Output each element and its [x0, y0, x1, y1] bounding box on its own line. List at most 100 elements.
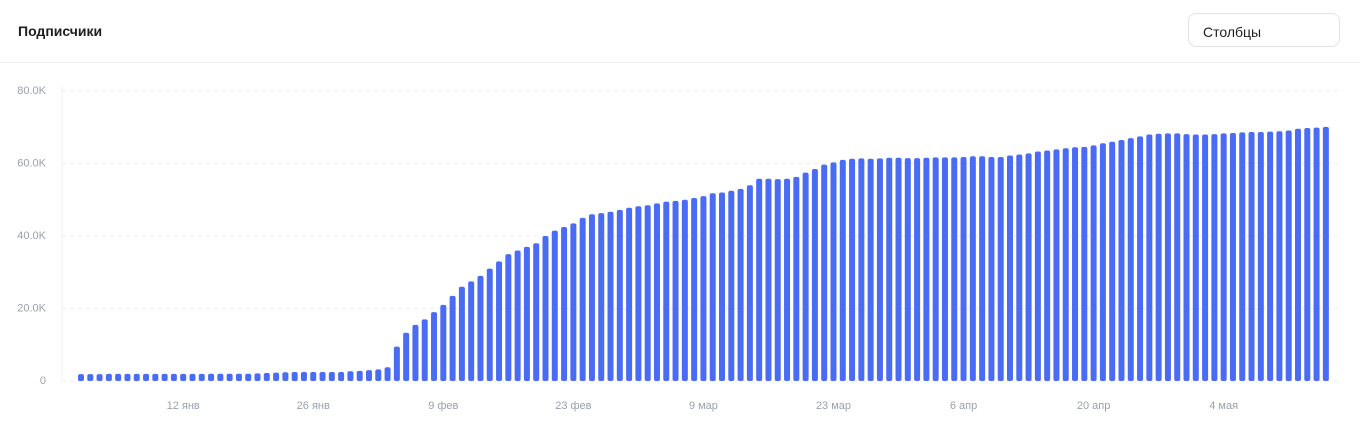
x-tick-label: 23 фев — [555, 400, 591, 412]
bar — [143, 373, 150, 381]
bar — [839, 159, 846, 381]
bar — [904, 158, 911, 381]
bar — [1034, 151, 1041, 381]
bar — [802, 172, 809, 381]
bar — [895, 157, 902, 381]
bar — [1118, 139, 1125, 381]
bar — [431, 312, 438, 381]
bar — [226, 373, 233, 381]
bar — [653, 203, 660, 381]
y-tick-label: 40.0K — [17, 230, 46, 242]
bar — [746, 185, 753, 381]
bar — [161, 373, 168, 381]
bar — [1072, 147, 1079, 381]
bar — [756, 178, 763, 381]
bar — [1127, 138, 1134, 381]
bar — [1146, 134, 1153, 381]
bar — [1137, 136, 1144, 381]
bar — [96, 374, 103, 381]
bar — [1294, 128, 1301, 381]
bar — [384, 367, 391, 381]
bar — [1202, 134, 1209, 381]
bar — [523, 246, 530, 381]
bar — [403, 332, 410, 381]
bar — [496, 261, 503, 381]
bar — [774, 179, 781, 381]
bar — [951, 157, 958, 381]
bar — [1276, 131, 1283, 381]
bar — [1053, 149, 1060, 381]
bar — [811, 168, 818, 381]
bar — [635, 206, 642, 381]
bar — [737, 188, 744, 381]
bar — [923, 157, 930, 381]
bar — [960, 156, 967, 381]
bar — [1211, 134, 1218, 381]
x-tick-label: 4 мая — [1209, 400, 1238, 412]
bar — [440, 304, 447, 381]
bar — [458, 286, 465, 381]
bar — [282, 372, 289, 381]
bar — [105, 373, 112, 381]
bar — [830, 162, 837, 381]
bar — [356, 370, 363, 381]
bar — [1099, 143, 1106, 381]
bar — [691, 197, 698, 381]
bar — [997, 156, 1004, 381]
bar — [1007, 155, 1013, 381]
bar — [700, 196, 707, 381]
bar — [87, 374, 94, 381]
bar — [784, 178, 791, 381]
bar — [263, 373, 270, 381]
y-tick-label: 0 — [40, 375, 46, 387]
bar — [328, 371, 335, 381]
bar — [551, 230, 558, 381]
bar — [533, 243, 540, 381]
bar — [728, 190, 735, 381]
bar — [719, 192, 726, 381]
bar — [1257, 131, 1264, 381]
bar — [115, 373, 122, 381]
bar — [310, 371, 317, 381]
bar — [300, 371, 307, 381]
bar — [514, 250, 521, 381]
bar — [672, 200, 679, 381]
bar — [1174, 133, 1181, 381]
bar — [208, 373, 215, 381]
bar — [979, 156, 986, 381]
bar — [1044, 150, 1051, 381]
bar — [235, 373, 242, 381]
x-tick-label: 6 апр — [950, 400, 977, 412]
bar — [245, 373, 252, 381]
bar — [941, 157, 948, 381]
bar — [849, 158, 856, 381]
bar — [709, 193, 716, 381]
bar — [1322, 126, 1329, 381]
bar — [124, 373, 131, 381]
x-tick-label: 9 мар — [689, 400, 718, 412]
bar — [365, 370, 372, 381]
bar — [867, 158, 874, 381]
bar — [393, 346, 400, 381]
bar — [338, 371, 345, 381]
bar — [505, 254, 512, 381]
bar — [1192, 134, 1199, 381]
bar — [1267, 131, 1274, 381]
bar — [1229, 133, 1236, 381]
bar — [1220, 133, 1227, 381]
bar — [421, 319, 428, 381]
bar — [765, 178, 772, 381]
bar — [78, 374, 84, 381]
bar — [291, 371, 298, 381]
bar — [412, 324, 419, 381]
bar — [189, 373, 196, 381]
bar — [886, 157, 893, 381]
view-select[interactable]: Столбцы — [1188, 13, 1340, 47]
bar — [486, 268, 493, 381]
bar — [626, 207, 633, 381]
y-tick-label: 60.0K — [17, 157, 46, 169]
bar — [932, 157, 939, 381]
bar — [1155, 133, 1162, 381]
bar — [598, 213, 605, 381]
